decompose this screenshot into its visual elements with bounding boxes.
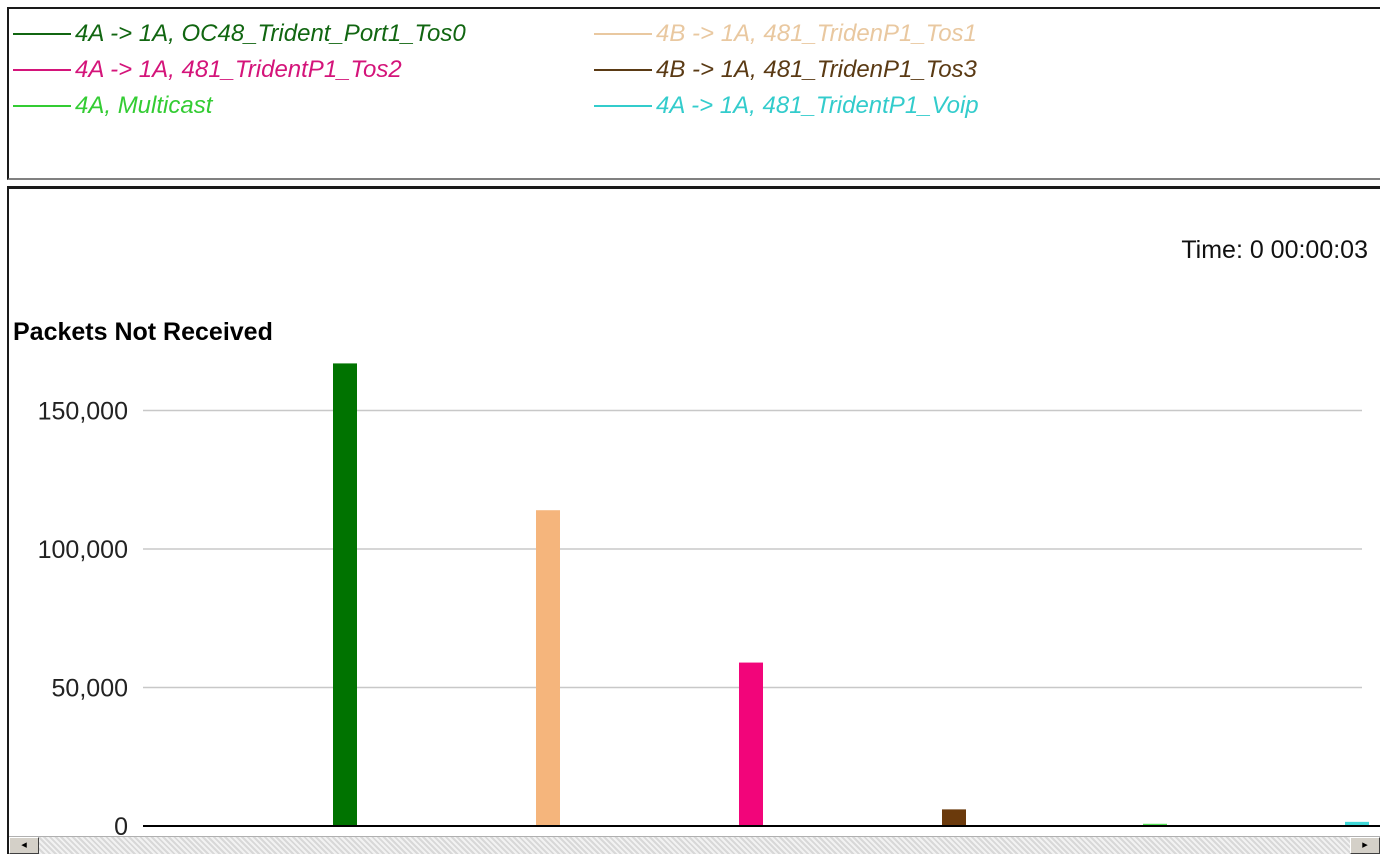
time-readout: Time: 0 00:00:03 (1181, 236, 1368, 264)
legend-swatch (13, 105, 71, 107)
legend-label: 4A -> 1A, OC48_Trident_Port1_Tos0 (75, 20, 466, 47)
legend-swatch (13, 33, 71, 35)
legend-label: 4B -> 1A, 481_TridenP1_Tos3 (656, 56, 977, 83)
legend-label: 4A -> 1A, 481_TridentP1_Voip (656, 92, 979, 119)
legend-swatch (594, 33, 652, 35)
chart-panel (7, 186, 1380, 854)
legend-swatch (594, 105, 652, 107)
scroll-right-button[interactable]: ▸ (1350, 837, 1380, 854)
bar (942, 809, 966, 826)
legend-item-tos3: 4B -> 1A, 481_TridenP1_Tos3 (594, 55, 977, 85)
legend-swatch (594, 69, 652, 71)
bar (1143, 823, 1167, 826)
bar (333, 363, 357, 826)
legend-label: 4A, Multicast (75, 92, 213, 119)
y-tick-label: 50,000 (52, 675, 128, 703)
legend-panel (7, 7, 1380, 180)
legend-item-tos2: 4A -> 1A, 481_TridentP1_Tos2 (13, 55, 402, 85)
scroll-left-button[interactable]: ◂ (9, 837, 39, 854)
bar (536, 510, 560, 826)
y-tick-label: 100,000 (38, 536, 128, 564)
legend-swatch (13, 69, 71, 71)
y-tick-label: 0 (114, 813, 128, 841)
chevron-left-icon: ◂ (21, 839, 27, 851)
y-axis-title: Packets Not Received (13, 318, 273, 346)
legend-label: 4A -> 1A, 481_TridentP1_Tos2 (75, 56, 402, 83)
legend-item-voip: 4A -> 1A, 481_TridentP1_Voip (594, 91, 979, 121)
horizontal-scrollbar[interactable]: ◂ ▸ (9, 836, 1380, 854)
legend-item-multicast: 4A, Multicast (13, 91, 212, 121)
y-tick-label: 150,000 (38, 398, 128, 426)
chevron-right-icon: ▸ (1362, 839, 1368, 851)
legend-item-tos0: 4A -> 1A, OC48_Trident_Port1_Tos0 (13, 19, 466, 49)
bar (1345, 821, 1369, 826)
legend-item-tos1: 4B -> 1A, 481_TridenP1_Tos1 (594, 19, 977, 49)
legend-label: 4B -> 1A, 481_TridenP1_Tos1 (656, 20, 977, 47)
bar (739, 662, 763, 826)
